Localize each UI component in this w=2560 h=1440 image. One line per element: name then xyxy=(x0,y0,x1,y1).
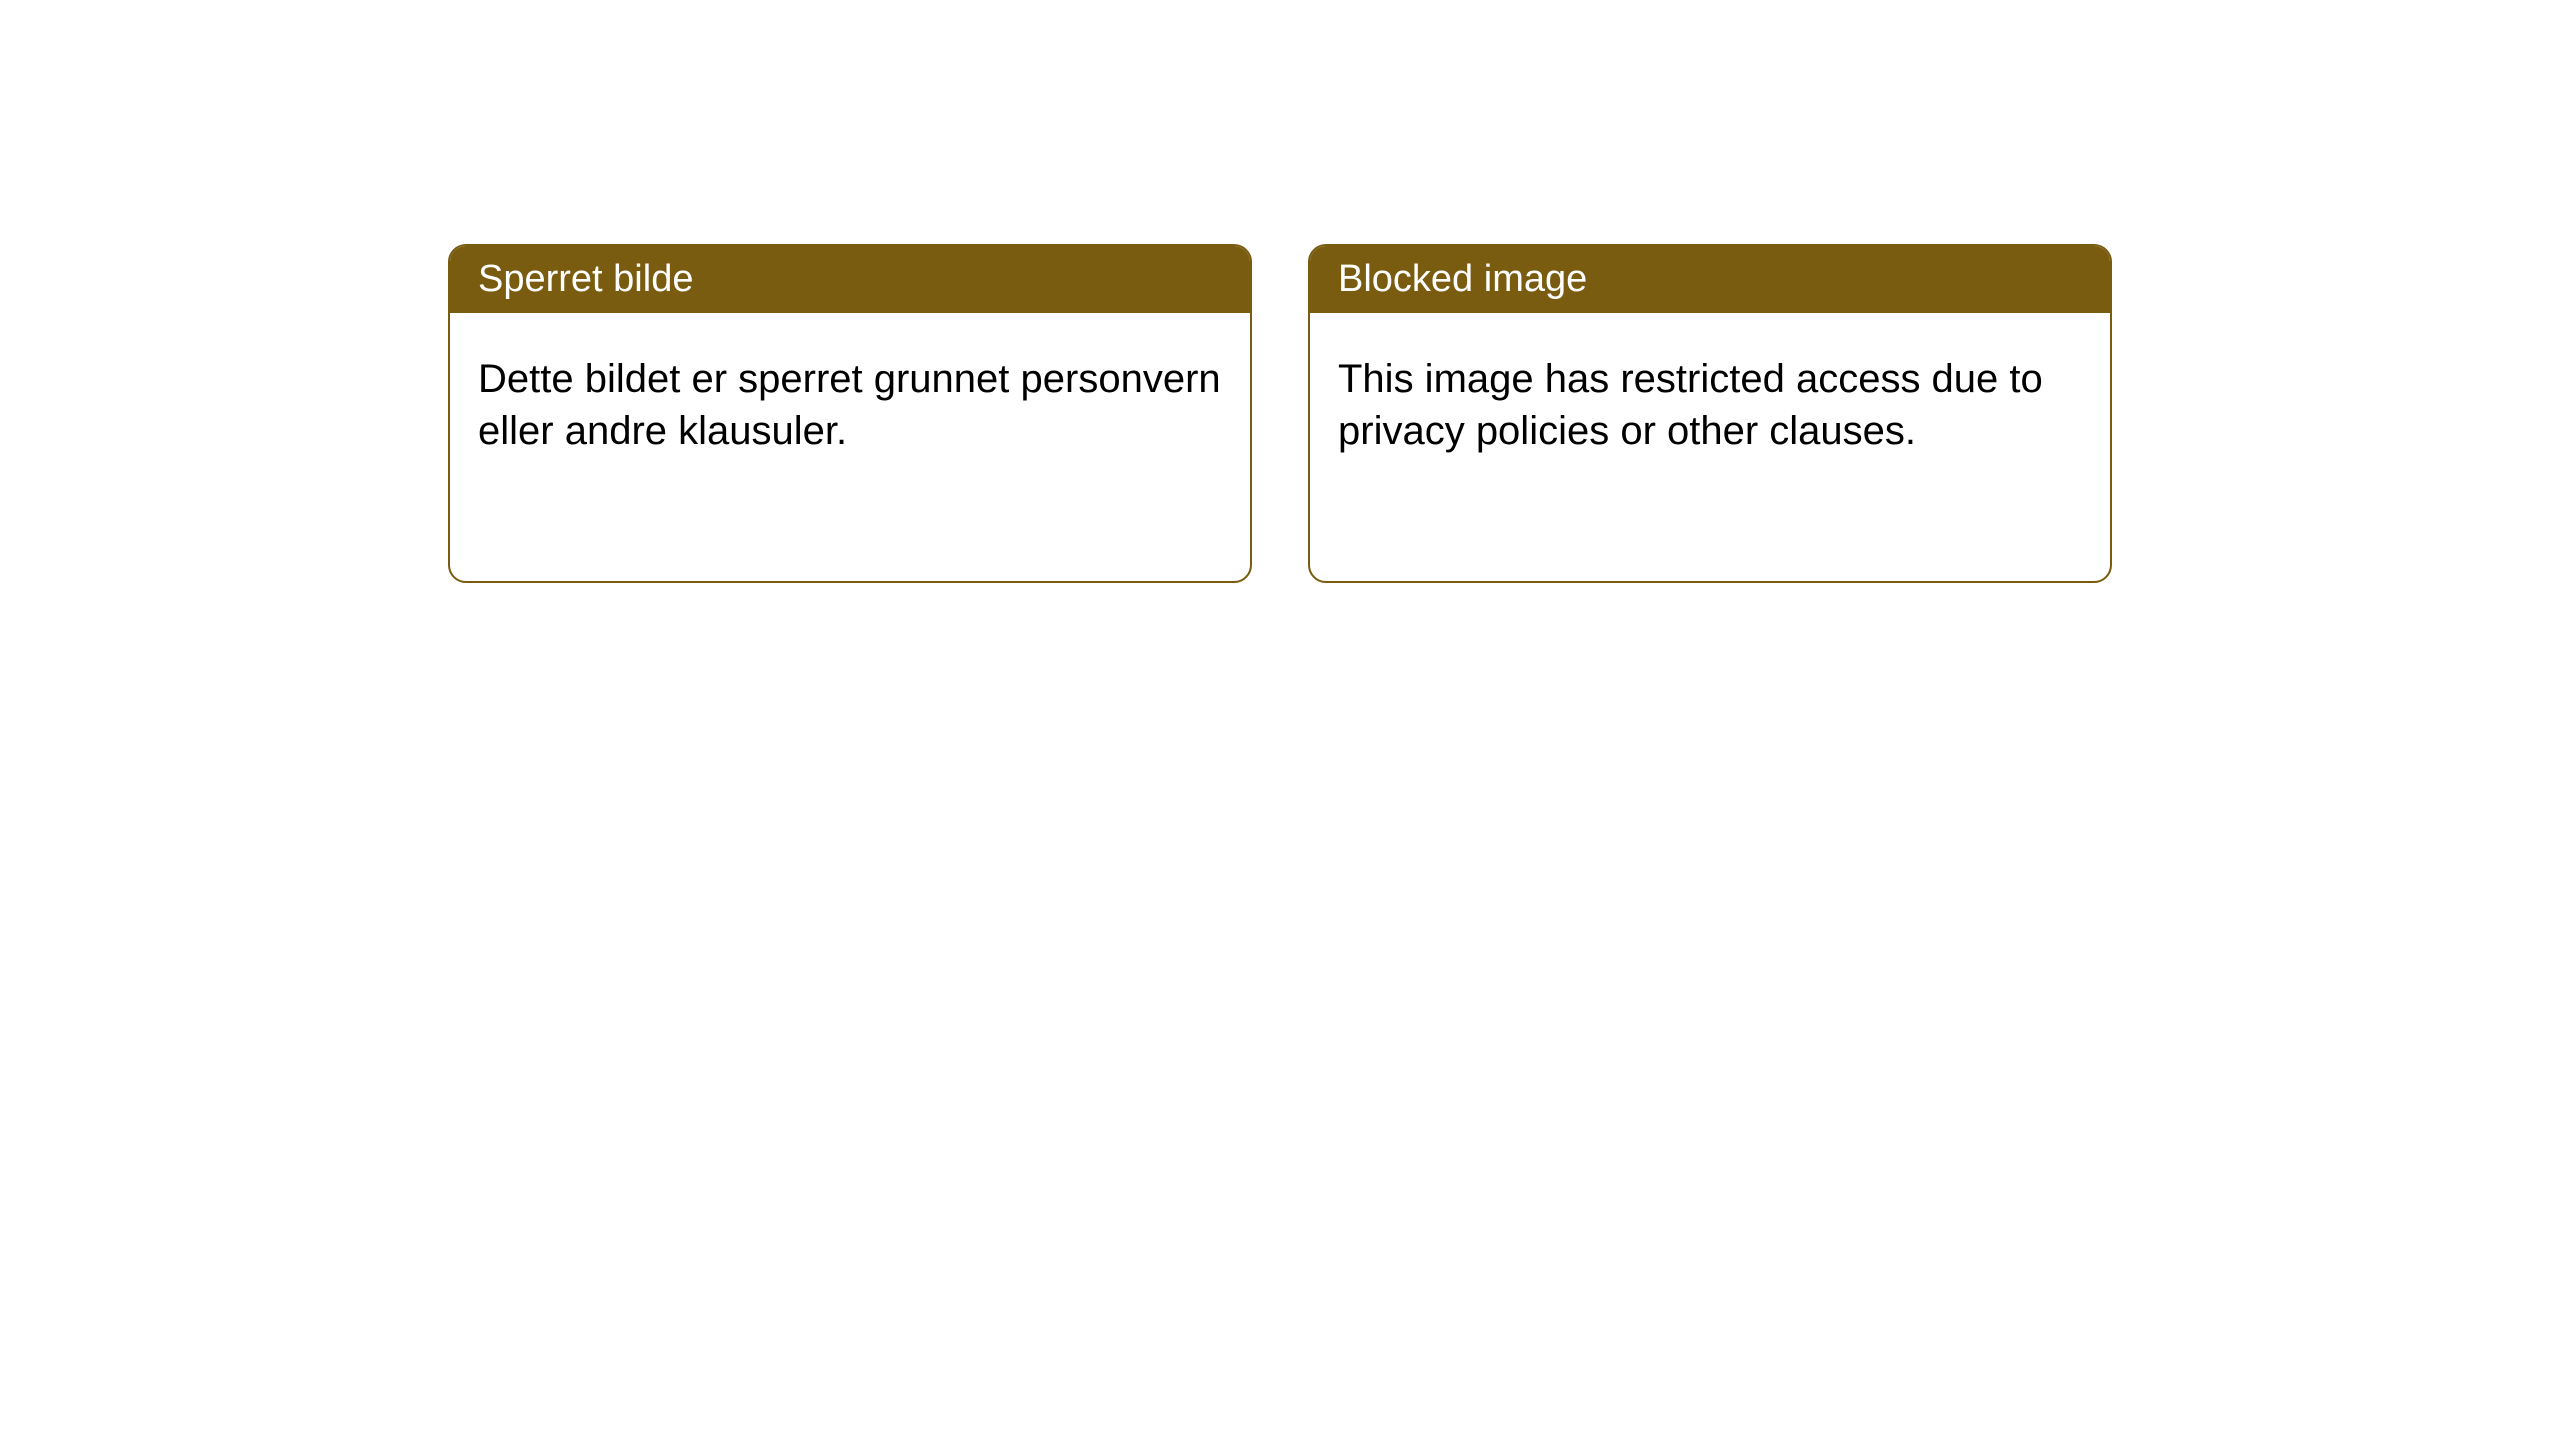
card-body: Dette bildet er sperret grunnet personve… xyxy=(450,313,1250,581)
card-body-text: This image has restricted access due to … xyxy=(1338,357,2043,453)
card-title: Sperret bilde xyxy=(478,258,693,300)
notice-card-norwegian: Sperret bilde Dette bildet er sperret gr… xyxy=(448,244,1252,583)
card-body-text: Dette bildet er sperret grunnet personve… xyxy=(478,357,1221,453)
card-header: Blocked image xyxy=(1310,246,2110,313)
card-title: Blocked image xyxy=(1338,258,1587,300)
notice-container: Sperret bilde Dette bildet er sperret gr… xyxy=(0,0,2560,583)
card-body: This image has restricted access due to … xyxy=(1310,313,2110,581)
card-header: Sperret bilde xyxy=(450,246,1250,313)
notice-card-english: Blocked image This image has restricted … xyxy=(1308,244,2112,583)
